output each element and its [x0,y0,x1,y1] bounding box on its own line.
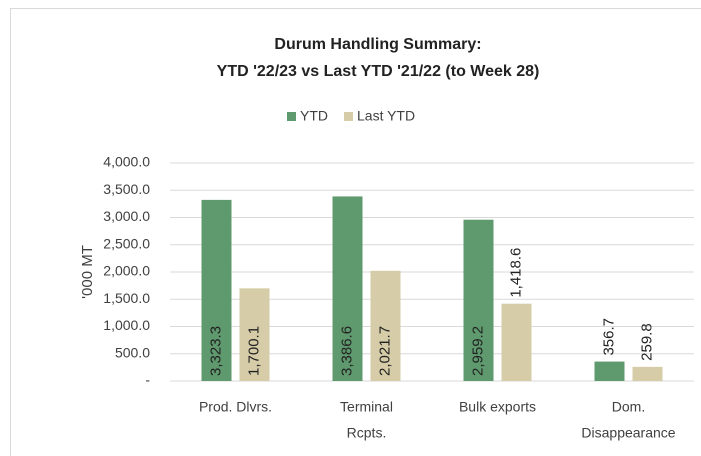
bar [632,366,663,381]
y-tick-label: 500.0 [115,344,150,360]
y-tick-label: - [145,372,150,388]
data-label: 2,959.2 [469,326,486,376]
y-tick-label: 2,500.0 [103,235,150,251]
bar [594,361,625,381]
chart-border [10,8,701,456]
bar [239,288,270,381]
x-tick-label: Bulk exports [459,399,536,415]
data-label: 356.7 [600,318,617,356]
chart-title: Durum Handling Summary: [274,36,481,53]
data-label: 1,700.1 [245,326,262,376]
x-tick-label: Prod. Dlvrs. [199,399,272,415]
y-tick-label: 1,500.0 [103,290,150,306]
y-axis-label: '000 MT [79,245,96,299]
x-tick-label: Terminal [340,399,393,415]
legend-swatch [344,112,353,121]
data-label: 259.8 [638,323,655,361]
bar [370,270,401,381]
x-tick-label: Rcpts. [347,425,387,441]
legend-label: Last YTD [357,108,415,124]
data-label: 3,386.6 [338,326,355,376]
y-tick-label: 3,500.0 [103,181,150,197]
data-label: 3,323.3 [207,326,224,376]
bar [463,219,494,381]
y-tick-label: 1,000.0 [103,317,150,333]
data-label: 1,418.6 [507,248,524,298]
legend-label: YTD [300,108,328,124]
y-tick-label: 4,000.0 [103,154,150,170]
chart-title: YTD '22/23 vs Last YTD '21/22 (to Week 2… [217,63,540,80]
bar [501,303,532,381]
y-tick-label: 3,000.0 [103,208,150,224]
bar [332,196,363,381]
y-tick-label: 2,000.0 [103,263,150,279]
data-label: 2,021.7 [376,326,393,376]
legend-swatch [287,112,296,121]
x-tick-label: Dom. [612,399,645,415]
x-tick-label: Disappearance [581,425,675,441]
bar [201,199,232,381]
